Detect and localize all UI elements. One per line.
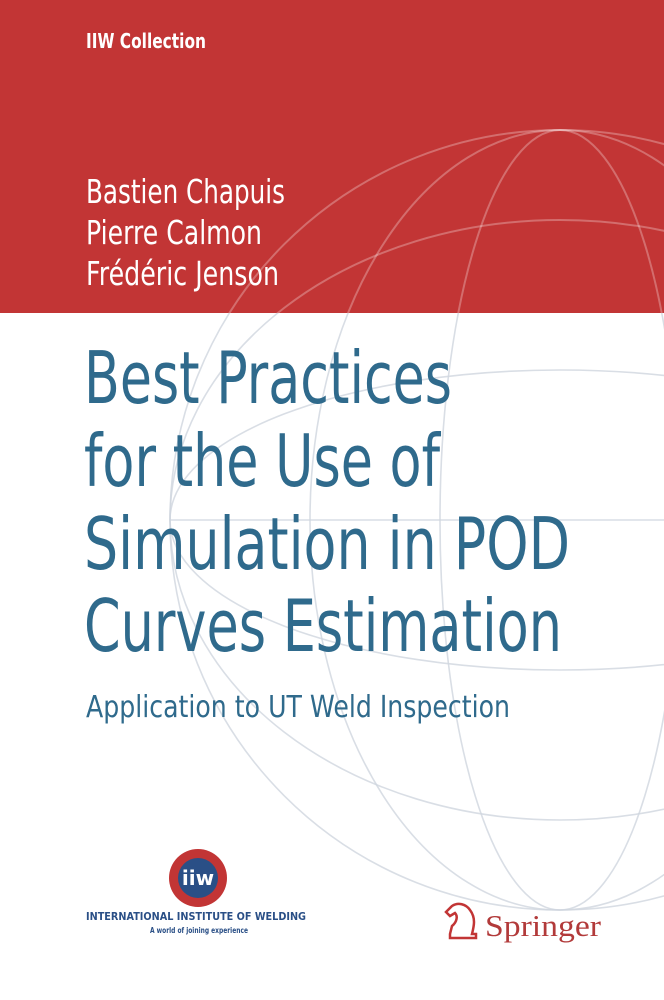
springer-name: Springer: [485, 908, 602, 943]
iiw-logo: iiw INTERNATIONAL INSTITUTE OF WELDING A…: [86, 849, 306, 935]
author: Pierre Calmon: [86, 213, 262, 252]
iiw-name: INTERNATIONAL INSTITUTE OF WELDING: [86, 910, 306, 923]
series-name: IIW Collection: [86, 29, 206, 53]
title-line: Best Practices: [84, 336, 452, 420]
globe: [169, 313, 664, 911]
title-line: Curves Estimation: [84, 584, 562, 668]
iiw-emblem-inner: [178, 858, 218, 898]
springer-horse: [444, 902, 478, 940]
subtitle: Application to UT Weld Inspection: [86, 690, 510, 725]
red-band: [0, 0, 664, 313]
iiw-tagline: A world of joining experience: [150, 926, 248, 935]
title-line: Simulation in POD: [84, 502, 570, 586]
springer-logo: Springer: [444, 902, 602, 943]
iiw-acronym: iiw: [182, 866, 214, 890]
author: Bastien Chapuis: [86, 172, 285, 211]
author: Frédéric Jenson: [86, 254, 279, 293]
title-line: for the Use of: [84, 419, 441, 503]
